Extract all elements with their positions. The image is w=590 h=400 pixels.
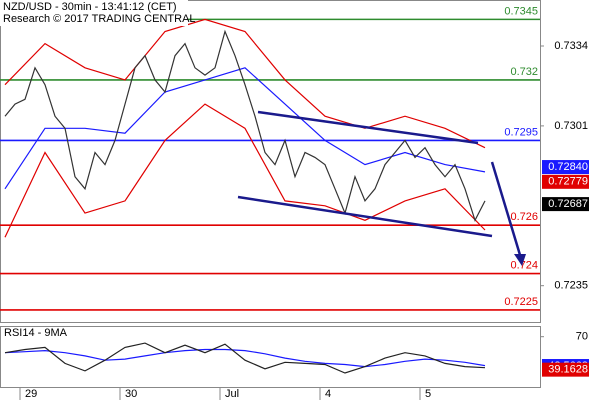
series-line [4, 103, 486, 238]
level-label: 0.7225 [504, 296, 538, 308]
series-line [4, 67, 486, 190]
level-label: 0.726 [510, 211, 538, 223]
rsi-title: RSI14 - 9MA [4, 327, 68, 339]
price-tag-label: 39.1628 [548, 364, 588, 376]
y-tick-label: 0.7301 [554, 120, 588, 132]
x-tick-label: 30 [125, 388, 137, 400]
chart-subtitle: Research © 2017 TRADING CENTRAL [3, 13, 196, 25]
arrow-head [514, 254, 526, 266]
series-line [4, 18, 486, 149]
x-tick-label: 29 [25, 388, 37, 400]
level-label: 0.7345 [504, 5, 538, 17]
series-line [4, 348, 486, 368]
series-line [4, 342, 486, 374]
price-tag [542, 197, 589, 212]
level-label: 0.7295 [504, 126, 538, 138]
trend-line [237, 195, 493, 238]
level-label: 0.732 [510, 66, 538, 78]
price-panel [0, 0, 541, 323]
trend-line [257, 110, 479, 145]
title-bg [0, 0, 188, 26]
forecast-arrow [490, 161, 522, 256]
y-tick-label: 0.7334 [554, 40, 588, 52]
price-tag [542, 160, 589, 175]
price-tag [542, 174, 589, 189]
chart-title: NZD/USD - 30min - 13:41:12 (CET) [3, 1, 177, 13]
x-tick-label: 4 [325, 388, 331, 400]
rsi-panel [0, 326, 541, 388]
x-tick-label: 5 [425, 388, 431, 400]
level-label: 0.724 [510, 259, 538, 271]
price-tag [542, 362, 589, 377]
price-tag-label: 0.72687 [548, 198, 588, 210]
price-tag-label: 0.72840 [548, 161, 588, 173]
series-line [4, 29, 486, 222]
y-tick-label: 0.7235 [554, 280, 588, 292]
y-tick-label: 70 [576, 331, 588, 343]
price-tag-label: 0.72779 [548, 176, 588, 188]
x-tick-label: Jul [225, 388, 239, 400]
